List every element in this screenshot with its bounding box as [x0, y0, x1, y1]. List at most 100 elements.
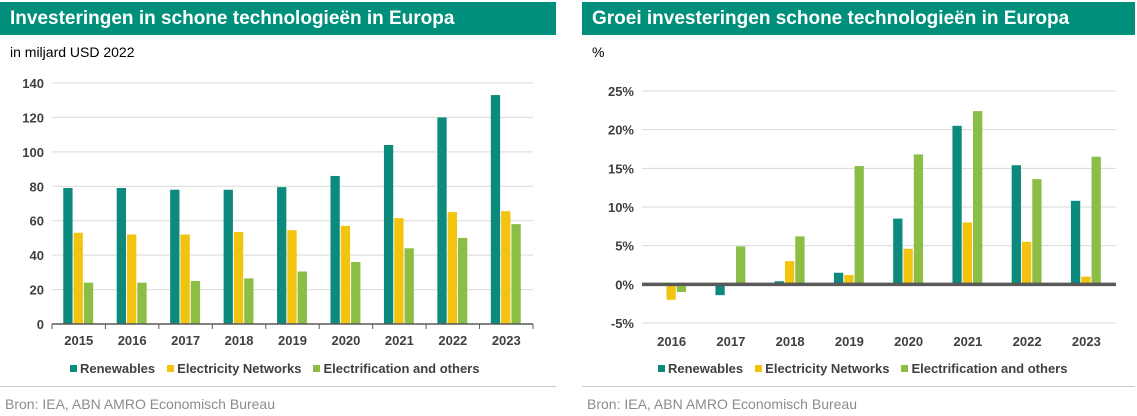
y-tick-label: 0 — [37, 317, 44, 332]
y-tick-label: -5% — [611, 316, 635, 331]
y-tick-label: 80 — [30, 179, 44, 194]
y-tick-label: 20% — [608, 123, 634, 138]
x-tick-label: 2019 — [835, 334, 864, 349]
legend-item: Renewables — [70, 361, 155, 376]
x-tick-label: 2018 — [225, 333, 254, 348]
legend-label: Electricity Networks — [177, 361, 302, 376]
left-chart-unit-label: in miljard USD 2022 — [10, 44, 135, 60]
left-bar-chart: 0 20 40 60 80 100 120 140 2015 2016 2017 2018 2019 20… — [22, 76, 534, 348]
x-tick-label: 2020 — [894, 334, 923, 349]
legend-item: Electrification and others — [901, 361, 1067, 376]
legend-swatch — [901, 365, 909, 372]
y-tick-label: 120 — [22, 110, 44, 125]
left-source-divider — [0, 386, 556, 387]
x-tick-label: 2018 — [776, 334, 805, 349]
legend-swatch — [313, 365, 321, 372]
legend-swatch — [167, 365, 175, 372]
x-tick-label: 2017 — [171, 333, 200, 348]
right-chart-legend: Renewables Electricity Networks Electrific… — [658, 361, 1079, 376]
bar — [676, 284, 687, 293]
legend-swatch — [70, 365, 77, 372]
bar — [962, 222, 973, 285]
right-bar-chart: -5% 0% 5% 10% 15% 20% 25% 2016 2017 2018 2019 2020 2… — [608, 84, 1116, 349]
bar — [715, 284, 725, 296]
right-chart-title: Groei investeringen schone technologieën… — [582, 2, 1135, 35]
x-tick-label: 2021 — [953, 334, 982, 349]
right-chart-unit-label: % — [592, 44, 605, 60]
x-tick-label: 2017 — [716, 334, 745, 349]
y-tick-label: 20 — [30, 283, 44, 298]
y-tick-label: 0% — [615, 277, 634, 292]
y-tick-label: 5% — [615, 239, 634, 254]
bar — [233, 231, 244, 324]
bar — [170, 189, 180, 324]
bar — [844, 275, 854, 285]
bar — [190, 280, 201, 324]
legend-label: Renewables — [80, 361, 156, 376]
bar — [137, 282, 147, 324]
bar — [287, 230, 297, 324]
legend-item: Electricity Networks — [167, 361, 301, 376]
bar — [913, 154, 924, 285]
bar — [297, 271, 307, 324]
x-tick-label: 2023 — [1072, 334, 1101, 349]
bar — [447, 212, 457, 324]
x-tick-label: 2021 — [385, 333, 414, 348]
bar — [501, 211, 511, 324]
legend-item: Electricity Networks — [755, 361, 889, 376]
left-chart-legend: Renewables Electricity Networks Electrific… — [70, 361, 491, 376]
bar — [383, 144, 394, 324]
bar — [952, 125, 962, 285]
bar — [394, 218, 404, 324]
right-chart-source: Bron: IEA, ABN AMRO Economisch Bureau — [587, 396, 858, 412]
bar — [854, 166, 864, 285]
bar — [244, 278, 254, 324]
bar — [903, 248, 913, 285]
bar — [736, 246, 746, 285]
bar — [1091, 156, 1101, 285]
x-tick-label: 2019 — [278, 333, 307, 348]
bar — [1021, 241, 1032, 285]
y-tick-label: 140 — [22, 76, 44, 91]
x-tick-label: 2022 — [1013, 334, 1042, 349]
bar — [666, 284, 676, 300]
bar — [1070, 200, 1081, 285]
bar — [83, 282, 94, 324]
bar — [1011, 165, 1021, 285]
y-tick-label: 40 — [30, 248, 44, 263]
bar — [893, 218, 903, 285]
legend-swatch — [658, 365, 665, 372]
legend-label: Renewables — [668, 361, 744, 376]
bar — [784, 261, 795, 285]
bar — [180, 234, 190, 324]
y-tick-label: 15% — [608, 161, 634, 176]
x-tick-label: 2016 — [657, 334, 686, 349]
left-chart-title: Investeringen in schone technologieën in… — [0, 2, 556, 35]
x-tick-label: 2023 — [492, 333, 521, 348]
left-chart-panel: Investeringen in schone technologieën in… — [0, 0, 556, 416]
legend-label: Electrification and others — [911, 361, 1068, 376]
bar — [1032, 179, 1042, 285]
right-chart-panel: Groei investeringen schone technologieën… — [582, 0, 1137, 416]
bar — [437, 117, 447, 324]
bar — [795, 236, 805, 285]
y-tick-label: 100 — [22, 145, 44, 160]
bar — [833, 272, 844, 285]
x-tick-label: 2022 — [438, 333, 467, 348]
bar — [404, 248, 414, 324]
bar — [73, 232, 83, 324]
bar — [330, 175, 340, 324]
legend-item: Renewables — [658, 361, 743, 376]
right-source-divider — [582, 386, 1135, 387]
bar — [511, 224, 521, 324]
bar — [340, 225, 351, 324]
legend-item: Electrification and others — [313, 361, 479, 376]
x-tick-label: 2020 — [331, 333, 360, 348]
x-tick-label: 2016 — [118, 333, 147, 348]
bar — [223, 189, 233, 324]
legend-swatch — [755, 365, 763, 372]
y-tick-label: 25% — [608, 84, 634, 99]
left-chart-source: Bron: IEA, ABN AMRO Economisch Bureau — [5, 396, 276, 412]
x-tick-label: 2015 — [64, 333, 93, 348]
bar — [457, 237, 468, 324]
